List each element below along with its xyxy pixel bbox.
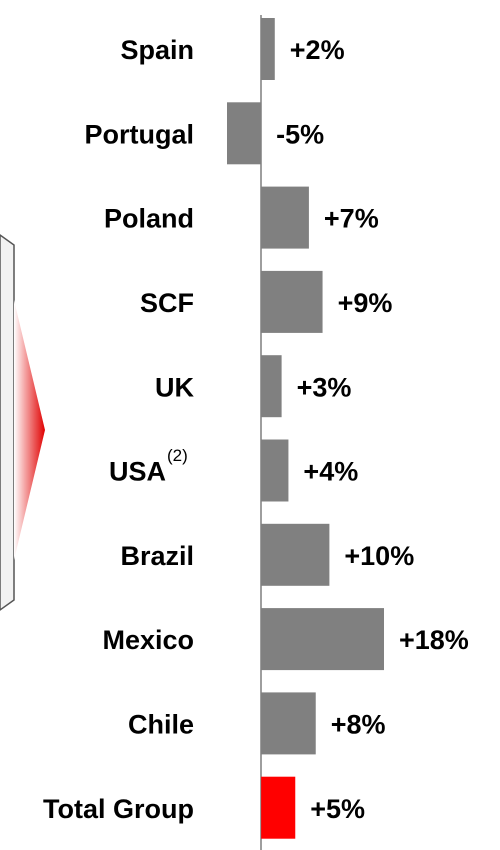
bar <box>261 355 282 418</box>
bar <box>261 186 309 249</box>
category-label: Poland <box>104 204 194 234</box>
value-label: +7% <box>324 204 379 234</box>
value-label: +3% <box>297 372 352 402</box>
category-label: UK <box>155 372 194 402</box>
value-label: +4% <box>303 457 358 487</box>
category-label: USA <box>109 457 166 487</box>
bar <box>261 523 330 586</box>
category-label: Total Group <box>43 794 194 824</box>
value-label: +18% <box>399 625 469 655</box>
category-label: Portugal <box>84 119 194 149</box>
bar <box>227 102 262 165</box>
category-label: Brazil <box>120 541 194 571</box>
value-label: +9% <box>338 288 393 318</box>
value-label: +10% <box>344 541 414 571</box>
category-label: Spain <box>120 35 194 65</box>
bar <box>261 439 289 502</box>
value-label: +8% <box>331 710 386 740</box>
value-label: +2% <box>290 35 345 65</box>
category-label: Chile <box>128 710 194 740</box>
side-decoration <box>0 234 45 611</box>
footnote-mark: (2) <box>167 446 188 465</box>
bar <box>261 18 275 80</box>
bar <box>261 608 384 671</box>
category-label: SCF <box>140 288 194 318</box>
value-label: -5% <box>276 119 324 149</box>
value-label: +5% <box>310 794 365 824</box>
category-label: Mexico <box>102 625 194 655</box>
bar <box>261 692 316 755</box>
bar <box>261 776 296 839</box>
bar <box>261 270 323 333</box>
